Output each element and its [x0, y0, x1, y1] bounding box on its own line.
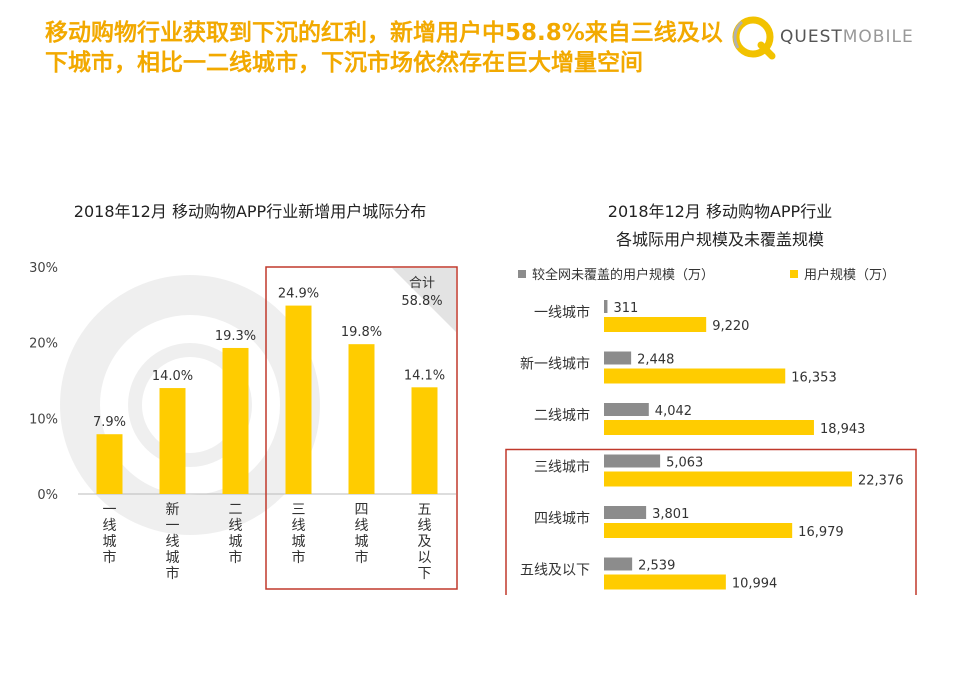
- category-char: 线: [103, 518, 117, 534]
- y-tick-label: 30%: [29, 261, 58, 276]
- right-chart-title: 2018年12月 移动购物APP行业 各城际用户规模及未覆盖规模: [520, 198, 920, 254]
- page-headline: 移动购物行业获取到下沉的红利，新增用户中58.8%来自三线及以下城市，相比一二线…: [45, 20, 723, 76]
- category-char: 线: [292, 518, 306, 534]
- annotation-label: 合计: [409, 276, 435, 291]
- category-char: 城: [229, 534, 243, 550]
- data-label: 7.9%: [93, 415, 126, 430]
- logo-word-light: MOBILE: [842, 27, 914, 47]
- highlight-box: [505, 448, 917, 595]
- category-label: 四线城市: [534, 510, 590, 527]
- category-char: 城: [166, 550, 180, 566]
- bar-uncovered: [604, 351, 632, 365]
- legend-label: 较全网未覆盖的用户规模（万）: [532, 267, 714, 283]
- bar-uncovered: [604, 454, 661, 468]
- y-tick-label: 10%: [29, 412, 58, 427]
- category-char: 城: [103, 534, 117, 550]
- bar-四线城市: [348, 344, 375, 494]
- bar-五线及以下: [411, 387, 438, 494]
- category-char: 四: [355, 502, 369, 518]
- data-label: 311: [613, 301, 638, 316]
- category-char: 一: [103, 502, 117, 518]
- annotation-value: 58.8%: [401, 294, 442, 309]
- questmobile-logo: QUESTMOBILE: [728, 12, 928, 62]
- right-chart-title-line-1: 2018年12月 移动购物APP行业: [607, 202, 833, 221]
- legend-label: 用户规模（万）: [804, 267, 895, 283]
- legend-swatch-yellow: [790, 270, 798, 278]
- category-char: 五: [418, 502, 432, 518]
- bar-users: [604, 523, 793, 538]
- data-label: 2,539: [638, 559, 675, 574]
- logo-word-strong: QUEST: [780, 27, 843, 47]
- highlight-box: [265, 266, 458, 590]
- category-char: 以: [418, 550, 432, 566]
- category-char: 二: [229, 502, 243, 518]
- category-label: 五线及以下: [520, 563, 590, 579]
- category-char: 线: [166, 534, 180, 550]
- category-char: 城: [355, 534, 369, 550]
- data-label: 19.3%: [215, 329, 256, 344]
- category-char: 城: [292, 534, 306, 550]
- category-label: 三线城市: [292, 502, 306, 566]
- category-char: 新: [166, 502, 180, 518]
- category-char: 一: [166, 518, 180, 534]
- legend-swatch-gray: [518, 270, 526, 278]
- category-label: 一线城市: [103, 502, 117, 566]
- bar-二线城市: [222, 347, 249, 494]
- right-chart-title-line-2: 各城际用户规模及未覆盖规模: [615, 230, 824, 249]
- category-char: 市: [166, 565, 180, 582]
- y-tick-label: 20%: [29, 337, 58, 352]
- left-chart-title: 2018年12月 移动购物APP行业新增用户城际分布: [73, 202, 427, 221]
- category-char: 线: [355, 518, 369, 534]
- bar-uncovered: [604, 506, 647, 519]
- logo-wordmark: QUESTMOBILE: [780, 27, 914, 47]
- bar-一线城市: [96, 434, 123, 494]
- bar-users: [604, 471, 852, 487]
- category-label: 二线城市: [229, 502, 243, 566]
- left-bar-chart: 0% 10% 20% 30% 合计 58.8% 7.9% 14.0% 19.3% 24.9% 19…: [29, 261, 458, 590]
- data-label: 16,979: [798, 525, 844, 540]
- y-tick-label: 0%: [37, 488, 58, 503]
- bar-users: [604, 368, 786, 384]
- data-label: 10,994: [732, 577, 778, 592]
- data-label: 18,943: [820, 422, 866, 437]
- data-label: 4,042: [655, 404, 692, 419]
- bar-users: [604, 574, 726, 590]
- category-label: 新一线城市: [520, 356, 590, 373]
- category-char: 三: [292, 502, 306, 518]
- data-label: 3,801: [652, 507, 689, 522]
- data-label: 2,448: [637, 353, 674, 368]
- right-bar-chart: 较全网未覆盖的用户规模（万） 用户规模（万） 一线城市 311 9,220 新一线城市 2…: [505, 267, 917, 595]
- data-label: 9,220: [712, 319, 749, 334]
- data-label: 24.9%: [278, 287, 319, 302]
- category-label: 二线城市: [534, 407, 590, 424]
- bar-users: [604, 420, 814, 435]
- category-char: 市: [292, 549, 306, 566]
- bar-新一线城市: [159, 388, 186, 494]
- data-label: 14.1%: [404, 368, 445, 383]
- category-char: 线: [418, 518, 432, 534]
- category-char: 下: [418, 566, 432, 582]
- bar-uncovered: [604, 403, 649, 416]
- category-char: 市: [229, 549, 243, 566]
- logo-mark-icon: [732, 16, 776, 60]
- annotation-triangle: [392, 268, 456, 332]
- category-char: 市: [103, 549, 117, 566]
- data-label: 22,376: [858, 474, 904, 489]
- category-label: 三线城市: [534, 459, 590, 476]
- category-char: 及: [418, 534, 432, 550]
- data-label: 19.8%: [341, 325, 382, 340]
- data-label: 16,353: [791, 371, 837, 386]
- category-label: 一线城市: [534, 304, 590, 321]
- category-label: 五线及以下: [418, 502, 432, 582]
- category-char: 线: [229, 518, 243, 534]
- bar-uncovered: [604, 557, 633, 571]
- bar-uncovered: [604, 300, 608, 313]
- bar-三线城市: [285, 305, 312, 494]
- category-char: 市: [355, 549, 369, 566]
- bar-users: [604, 317, 707, 332]
- category-label: 四线城市: [355, 502, 369, 566]
- category-label: 新一线城市: [166, 502, 180, 582]
- data-label: 14.0%: [152, 369, 193, 384]
- data-label: 5,063: [666, 456, 703, 471]
